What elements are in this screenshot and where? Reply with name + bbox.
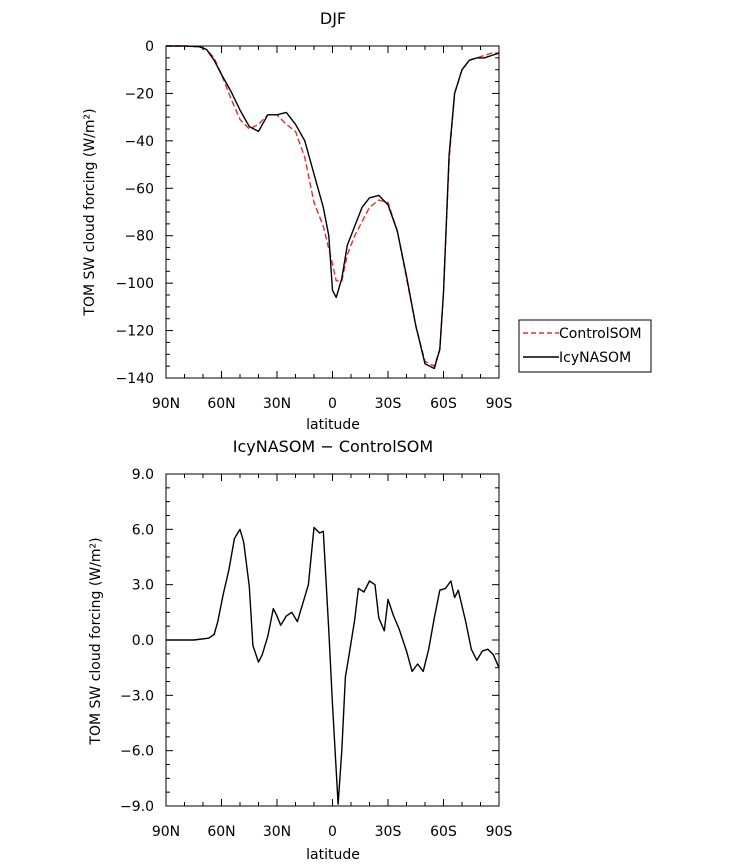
bottom-x-tick-label: 60S — [430, 824, 457, 840]
top-y-tick-label: −120 — [116, 324, 154, 340]
bottom-y-tick-label: −6.0 — [120, 744, 154, 760]
top-y-tick-label: −140 — [116, 371, 154, 387]
top-x-tick-label: 60S — [430, 396, 457, 412]
top-y-axis-label: TOM SW cloud forcing (W/m²) — [82, 108, 98, 316]
legend: ControlSOM IcyNASOM — [518, 319, 652, 373]
top-chart-title: DJF — [320, 9, 346, 28]
bottom-chart: IcyNASOM − ControlSOM 9.0 6.0 3.0 0.0 −3.0 −6… — [88, 437, 512, 863]
bottom-x-ticks: 90N 60N 30N 0 30S 60S 90S — [152, 474, 513, 840]
top-series-line-controlsom — [166, 45, 499, 367]
top-chart: DJF 0 −20 −40 −60 −80 −100 −120 −140 90N 60N 30N 0… — [82, 9, 512, 433]
top-y-tick-label: −80 — [124, 229, 154, 245]
legend-label-icynasom: IcyNASOM — [559, 350, 631, 366]
top-y-tick-label: −60 — [124, 181, 154, 197]
bottom-y-ticks: 9.0 6.0 3.0 0.0 −3.0 −6.0 −9.0 — [120, 467, 499, 815]
bottom-plot-frame — [165, 473, 500, 807]
bottom-x-tick-label: 90N — [152, 824, 180, 840]
top-plot-frame — [165, 45, 500, 379]
top-x-tick-label: 90N — [152, 396, 180, 412]
bottom-y-tick-label: −9.0 — [120, 799, 154, 815]
bottom-x-tick-label: 30N — [263, 824, 291, 840]
top-y-tick-label: −100 — [116, 276, 154, 292]
legend-label-controlsom: ControlSOM — [559, 326, 642, 342]
bottom-y-tick-label: −3.0 — [120, 688, 154, 704]
bottom-y-tick-label: 9.0 — [132, 467, 154, 483]
top-x-ticks: 90N 60N 30N 0 30S 60S 90S — [152, 46, 513, 412]
bottom-y-tick-label: 6.0 — [132, 522, 154, 538]
top-x-tick-label: 0 — [328, 396, 337, 412]
top-y-tick-label: 0 — [145, 39, 154, 55]
bottom-x-tick-label: 60N — [207, 824, 235, 840]
top-x-tick-label: 60N — [207, 396, 235, 412]
top-y-tick-label: −40 — [124, 134, 154, 150]
top-x-axis-label: latitude — [306, 417, 360, 433]
bottom-x-tick-label: 90S — [486, 824, 513, 840]
top-series — [166, 45, 500, 370]
top-x-tick-label: 30N — [263, 396, 291, 412]
bottom-x-axis-label: latitude — [306, 847, 360, 863]
bottom-x-tick-label: 0 — [328, 824, 337, 840]
bottom-x-tick-label: 30S — [375, 824, 402, 840]
bottom-series — [166, 526, 500, 805]
bottom-series-line-difference — [166, 526, 500, 805]
top-y-ticks: 0 −20 −40 −60 −80 −100 −120 −140 — [116, 39, 499, 387]
bottom-chart-title: IcyNASOM − ControlSOM — [233, 437, 433, 456]
top-y-tick-label: −20 — [124, 86, 154, 102]
top-x-tick-label: 90S — [486, 396, 513, 412]
bottom-y-tick-label: 3.0 — [132, 578, 154, 594]
bottom-y-axis-label: TOM SW cloud forcing (W/m²) — [88, 537, 104, 745]
top-x-tick-label: 30S — [375, 396, 402, 412]
bottom-y-tick-label: 0.0 — [132, 633, 154, 649]
legend-box — [518, 319, 652, 373]
top-series-line-icynasom — [166, 45, 500, 370]
